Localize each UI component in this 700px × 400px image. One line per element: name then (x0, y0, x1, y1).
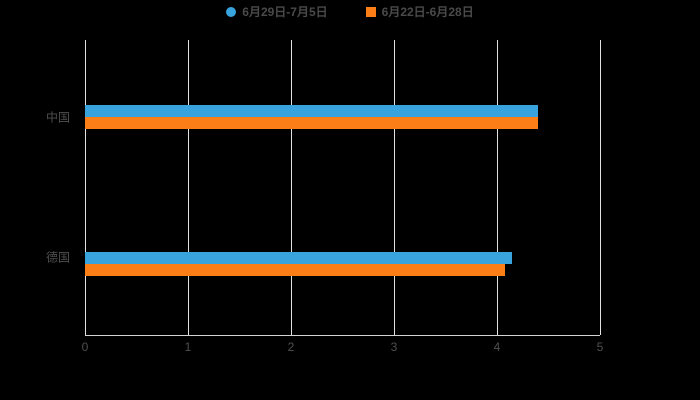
bar-中国-series0[interactable] (85, 104, 539, 117)
legend-circle-marker-icon (226, 7, 237, 17)
x-tick-2: 2 (287, 340, 295, 354)
gridline (497, 40, 498, 335)
legend-item-week-current[interactable]: 6月29日-7月5日 (226, 5, 328, 19)
gridline (291, 40, 292, 335)
x-axis-line (85, 335, 600, 336)
gridline (85, 40, 86, 335)
chart-legend: 6月29日-7月5日 6月22日-6月28日 (0, 6, 700, 18)
bar-德国-series0[interactable] (85, 252, 513, 265)
x-tick-5: 5 (596, 340, 604, 354)
y-axis-label-germany: 德国 (45, 250, 70, 265)
bar-中国-series1[interactable] (85, 116, 539, 129)
gridline (188, 40, 189, 335)
y-axis-label-china: 中国 (45, 110, 70, 125)
x-tick-0: 0 (81, 340, 89, 354)
y-axis-labels: 中国 德国 (0, 40, 78, 335)
x-tick-1: 1 (184, 340, 192, 354)
bar-德国-series1[interactable] (85, 264, 506, 277)
legend-item-week-previous[interactable]: 6月22日-6月28日 (365, 5, 474, 19)
legend-label-week-current: 6月29日-7月5日 (242, 5, 328, 19)
legend-label-week-previous: 6月22日-6月28日 (381, 5, 474, 19)
plot-area (85, 40, 601, 336)
legend-square-marker-icon (365, 7, 376, 17)
x-tick-4: 4 (493, 340, 501, 354)
x-tick-3: 3 (390, 340, 398, 354)
gridline (600, 40, 601, 335)
x-axis-labels: 0 1 2 3 4 5 (81, 340, 604, 358)
gridline (394, 40, 395, 335)
